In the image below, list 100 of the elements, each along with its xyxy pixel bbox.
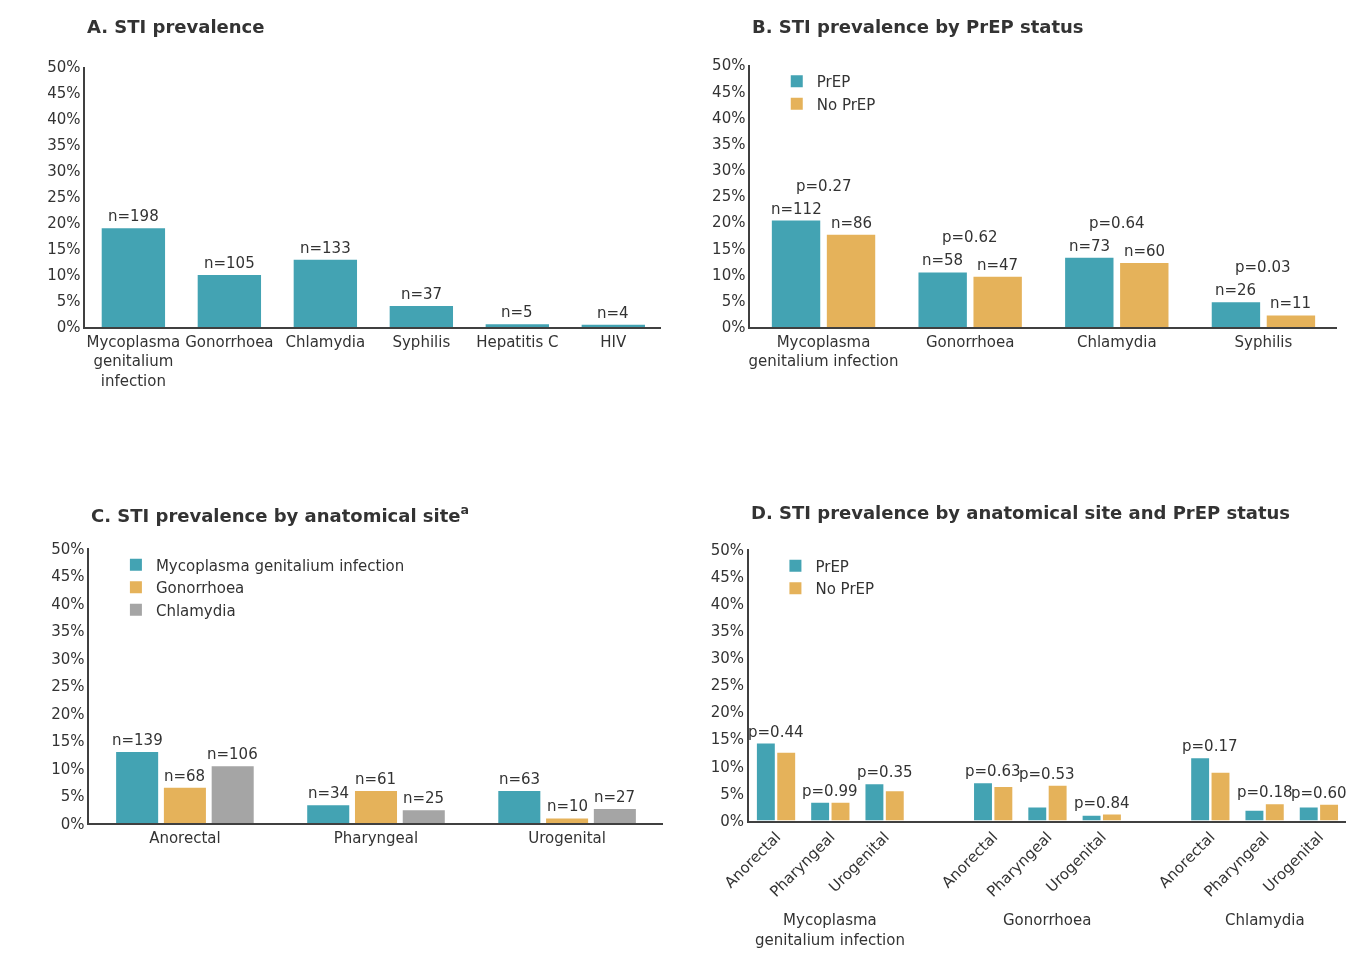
y-tick-label: 25% bbox=[47, 188, 81, 207]
legend-label: Gonorrhoea bbox=[155, 579, 245, 598]
y-tick-label: 0% bbox=[720, 811, 745, 830]
annotation: p=0.18 bbox=[1237, 783, 1293, 801]
y-tick-label: 35% bbox=[51, 622, 85, 641]
y-tick-label: 10% bbox=[47, 266, 81, 285]
x-tick-label: Gonorrhoea bbox=[185, 332, 274, 351]
annotation: n=10 bbox=[547, 797, 589, 815]
annotation: n=198 bbox=[108, 207, 159, 225]
y-tick-label: 0% bbox=[60, 814, 85, 833]
bar bbox=[1120, 263, 1169, 327]
annotation: n=25 bbox=[403, 789, 445, 807]
y-tick-label: 15% bbox=[47, 240, 81, 259]
annotation: n=112 bbox=[771, 200, 822, 218]
bar bbox=[354, 790, 398, 824]
annotation: p=0.99 bbox=[802, 782, 858, 800]
bar bbox=[101, 228, 166, 327]
annotation: n=11 bbox=[1270, 294, 1312, 312]
y-tick-label: 15% bbox=[51, 732, 85, 751]
y-tick-label: 5% bbox=[721, 291, 746, 310]
annotation: p=0.17 bbox=[1182, 737, 1238, 755]
bar bbox=[1265, 804, 1284, 821]
x-tick-label: Mycoplasma genitalium infection bbox=[748, 332, 899, 371]
annotation: n=61 bbox=[355, 770, 397, 788]
y-tick-label: 30% bbox=[51, 649, 85, 668]
y-tick-label: 5% bbox=[720, 784, 745, 803]
annotation: p=0.44 bbox=[748, 723, 804, 741]
bar bbox=[885, 791, 904, 821]
bar bbox=[994, 786, 1013, 821]
y-tick-label: 0% bbox=[721, 318, 746, 337]
y-tick-label: 35% bbox=[47, 136, 81, 155]
legend-label: PrEP bbox=[815, 557, 849, 576]
bar bbox=[1211, 772, 1230, 821]
x-tick-label: Hepatitis C bbox=[476, 332, 559, 351]
legend-label: No PrEP bbox=[815, 580, 875, 599]
y-tick-label: 25% bbox=[710, 676, 745, 695]
x-tick-label: Syphilis bbox=[392, 332, 451, 351]
y-tick-label: 25% bbox=[712, 187, 746, 206]
annotation: n=37 bbox=[401, 285, 443, 303]
legend-label: Mycoplasma genitalium infection bbox=[155, 556, 405, 575]
bar bbox=[918, 272, 967, 327]
annotation: p=0.63 bbox=[965, 762, 1021, 780]
legend-label: PrEP bbox=[816, 73, 851, 92]
bar bbox=[756, 743, 775, 821]
x-tick-label: Mycoplasma genitalium infection bbox=[86, 332, 181, 390]
x-tick-label: Chlamydia bbox=[1076, 332, 1157, 351]
y-tick-label: 10% bbox=[712, 265, 746, 284]
x-tick-label: Urogenital bbox=[528, 829, 606, 848]
annotation: p=0.64 bbox=[1089, 214, 1145, 232]
annotation: p=0.53 bbox=[1019, 765, 1075, 783]
annotation: p=0.03 bbox=[1235, 258, 1291, 276]
annotation: n=4 bbox=[597, 304, 629, 322]
bar bbox=[1065, 257, 1114, 327]
x-tick-label: HIV bbox=[600, 332, 628, 351]
bar bbox=[498, 790, 541, 824]
annotation: n=139 bbox=[112, 731, 163, 749]
bar bbox=[1191, 758, 1210, 821]
bar bbox=[1028, 807, 1047, 821]
y-tick-label: 0% bbox=[56, 318, 81, 337]
y-tick-label: 10% bbox=[51, 759, 85, 778]
bar bbox=[1266, 315, 1316, 327]
annotation: n=34 bbox=[308, 784, 350, 802]
bar bbox=[163, 787, 206, 824]
annotation: n=47 bbox=[977, 256, 1019, 274]
bar bbox=[974, 783, 992, 821]
y-tick-label: 10% bbox=[710, 757, 745, 776]
y-tick-label: 20% bbox=[710, 703, 745, 722]
annotation: n=133 bbox=[300, 239, 351, 257]
annotation: n=105 bbox=[204, 254, 255, 272]
text: Gonorrhoea bbox=[1003, 911, 1092, 929]
annotation: n=68 bbox=[164, 767, 206, 785]
y-tick-label: 40% bbox=[712, 108, 746, 127]
annotation: p=0.27 bbox=[796, 177, 852, 195]
y-tick-label: 5% bbox=[56, 292, 81, 311]
x-tick-label: Anorectal bbox=[149, 829, 221, 848]
bar bbox=[402, 810, 445, 824]
bar bbox=[865, 784, 884, 821]
bar bbox=[811, 802, 830, 821]
text: Chlamydia bbox=[1225, 911, 1305, 929]
annotation: p=0.62 bbox=[942, 228, 998, 246]
text: Mycoplasma genitalium infection bbox=[755, 911, 905, 949]
chart-title: D. STI prevalence by anatomical site and PrEP status bbox=[751, 502, 1291, 523]
bar bbox=[1048, 785, 1067, 821]
y-tick-label: 15% bbox=[710, 730, 745, 749]
legend-label: No PrEP bbox=[816, 95, 876, 114]
y-tick-label: 25% bbox=[51, 677, 85, 696]
bar bbox=[307, 805, 350, 824]
annotation: n=106 bbox=[207, 745, 258, 763]
y-tick-label: 20% bbox=[712, 213, 746, 232]
annotation: n=63 bbox=[499, 770, 541, 788]
annotation: n=27 bbox=[594, 788, 636, 806]
y-tick-label: 30% bbox=[710, 649, 745, 668]
chart-title: B. STI prevalence by PrEP status bbox=[752, 16, 1084, 37]
y-tick-label: 40% bbox=[51, 594, 85, 613]
y-tick-label: 45% bbox=[51, 567, 85, 586]
legend-label: Chlamydia bbox=[155, 601, 236, 620]
annotation: n=86 bbox=[831, 214, 873, 232]
y-tick-label: 5% bbox=[60, 787, 85, 806]
y-tick-label: 35% bbox=[710, 622, 745, 641]
bar bbox=[831, 802, 850, 821]
